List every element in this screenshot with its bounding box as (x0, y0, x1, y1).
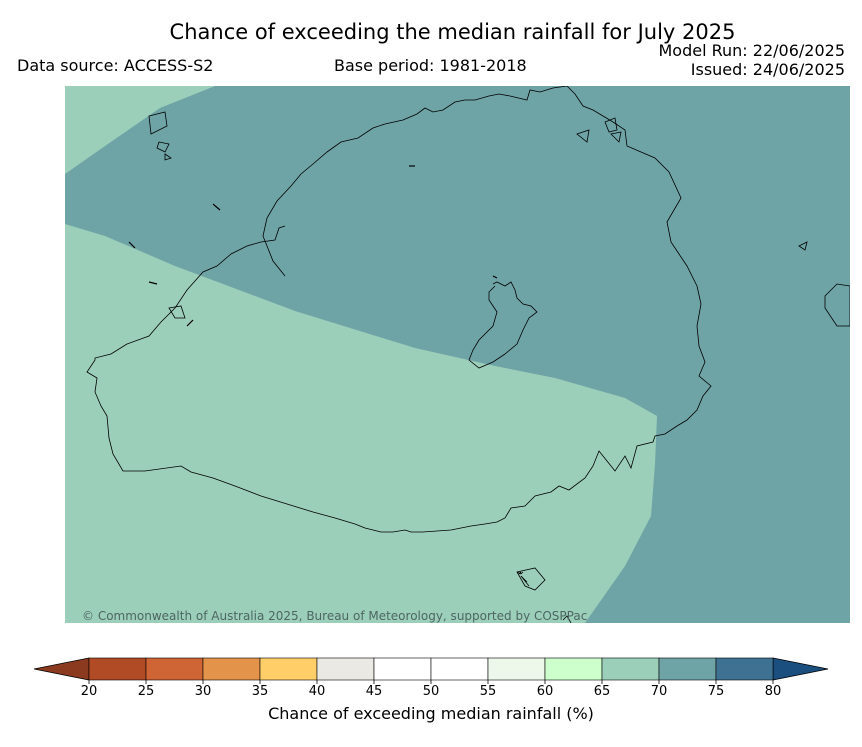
probability-band-65-70-north (65, 86, 215, 174)
colorbar-tick-label: 45 (366, 684, 383, 699)
colorbar-tick-label: 30 (195, 684, 212, 699)
colorbar-tick-label: 55 (480, 684, 497, 699)
colorbar-segment (145, 657, 204, 681)
issued-label: Issued: 24/06/2025 (690, 60, 845, 79)
colorbar-label: Chance of exceeding median rainfall (%) (268, 704, 594, 723)
colorbar-ticks: 20 25 30 35 40 45 50 55 60 65 70 75 80 (81, 680, 782, 699)
small-islands (128, 165, 522, 575)
run-info: Model Run: 22/06/2025 Issued: 24/06/2025 (659, 41, 846, 79)
map-canvas (65, 86, 850, 623)
colorbar: 20 25 30 35 40 45 50 55 60 65 70 75 80 (33, 657, 829, 699)
data-source-label: Data source: ACCESS-S2 (17, 56, 214, 75)
base-period-label: Base period: 1981-2018 (334, 56, 527, 75)
island-coastline (86, 86, 850, 623)
copyright-notice: © Commonwealth of Australia 2025, Bureau… (82, 609, 588, 623)
colorbar-segment (202, 657, 261, 681)
colorbar-segment (658, 657, 717, 681)
colorbar-segment (430, 657, 489, 681)
colorbar-segment (715, 657, 774, 681)
model-run-label: Model Run: 22/06/2025 (658, 41, 846, 60)
map-title: Chance of exceeding the median rainfall … (169, 20, 736, 44)
probability-band-65-70-south (65, 224, 657, 623)
colorbar-segment (373, 657, 432, 681)
colorbar-tick-label: 70 (651, 684, 668, 699)
colorbar-tick-label: 60 (537, 684, 554, 699)
colorbar-under-arrow (33, 657, 90, 681)
colorbar-segment (487, 657, 546, 681)
rainfall-map (65, 86, 850, 623)
colorbar-tick-label: 50 (423, 684, 440, 699)
colorbar-segment (259, 657, 318, 681)
colorbar-segments (88, 657, 774, 681)
colorbar-tick-label: 65 (594, 684, 611, 699)
colorbar-tick-label: 25 (138, 684, 155, 699)
colorbar-tick-label: 20 (81, 684, 98, 699)
colorbar-tick-label: 80 (765, 684, 782, 699)
colorbar-over-arrow (772, 657, 829, 681)
colorbar-tick-label: 40 (309, 684, 326, 699)
colorbar-tick-label: 35 (252, 684, 269, 699)
colorbar-segment (316, 657, 375, 681)
colorbar-segment (544, 657, 603, 681)
colorbar-segment (88, 657, 147, 681)
colorbar-segment (601, 657, 660, 681)
colorbar-tick-label: 75 (708, 684, 725, 699)
